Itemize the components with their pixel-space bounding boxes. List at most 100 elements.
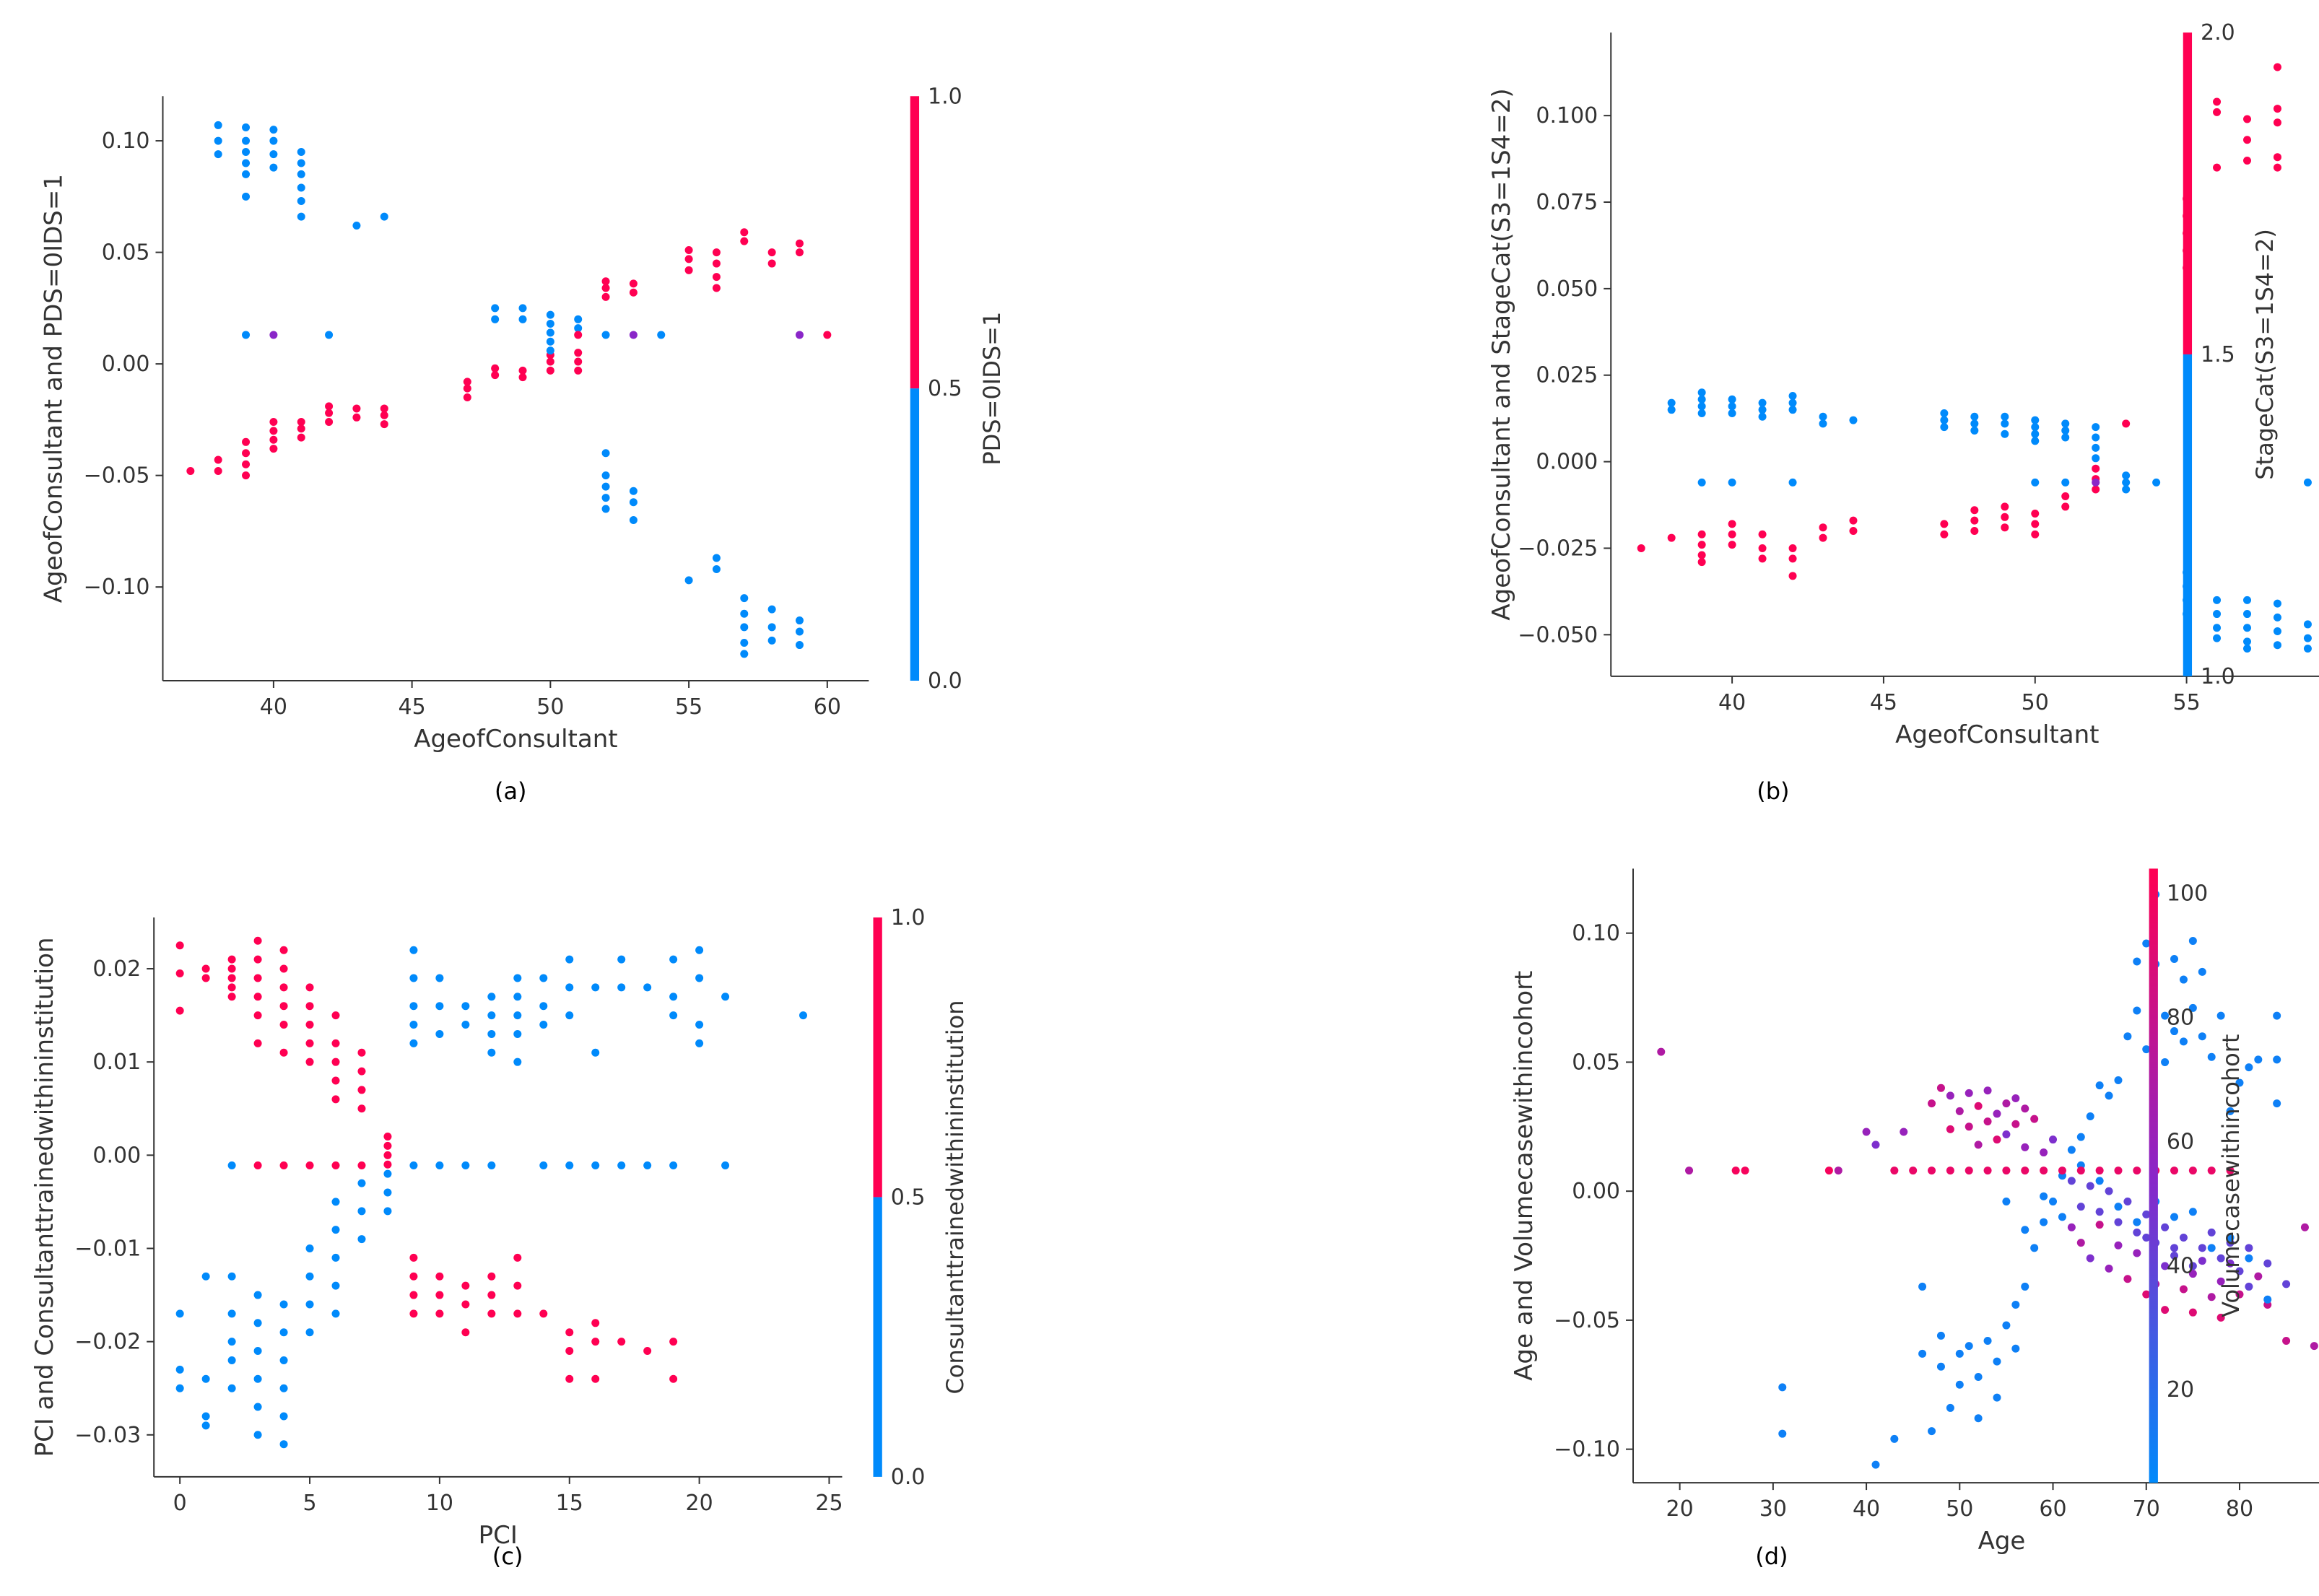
scatter-point bbox=[539, 1002, 548, 1011]
scatter-point bbox=[297, 417, 305, 426]
scatter-point bbox=[2273, 118, 2281, 127]
scatter-point bbox=[461, 1021, 470, 1029]
y-tick-label: 0.025 bbox=[1536, 363, 1598, 388]
scatter-point bbox=[305, 983, 314, 992]
scatter-point bbox=[357, 1104, 366, 1113]
scatter-point bbox=[2105, 1264, 2113, 1273]
scatter-point bbox=[461, 1328, 470, 1337]
x-tick-label: 40 bbox=[1718, 690, 1746, 715]
scatter-point bbox=[242, 148, 251, 157]
scatter-point bbox=[1728, 520, 1736, 528]
scatter-point bbox=[799, 1011, 807, 1020]
y-tick-label: 0.05 bbox=[102, 240, 150, 266]
scatter-point bbox=[2161, 1306, 2170, 1314]
scatter-point bbox=[269, 417, 278, 426]
scatter-point bbox=[1637, 544, 1645, 552]
scatter-point bbox=[2213, 97, 2222, 106]
scatter-point bbox=[601, 277, 610, 286]
x-axis-label: Age bbox=[1978, 1527, 2026, 1556]
scatter-point bbox=[695, 974, 704, 982]
scatter-point bbox=[591, 1374, 600, 1383]
scatter-point bbox=[546, 328, 554, 337]
scatter-point bbox=[242, 123, 251, 132]
scatter-point bbox=[269, 136, 278, 145]
scatter-point bbox=[767, 636, 776, 645]
scatter-point bbox=[1970, 419, 1979, 428]
x-tick-label: 60 bbox=[2039, 1496, 2066, 1522]
scatter-point bbox=[695, 1021, 704, 1029]
scatter-point bbox=[2142, 1045, 2151, 1054]
scatter-point bbox=[461, 1300, 470, 1309]
scatter-point bbox=[2207, 1293, 2216, 1301]
scatter-point bbox=[380, 411, 388, 419]
scatter-point bbox=[2067, 1223, 2076, 1231]
scatter-point bbox=[2142, 1210, 2151, 1218]
colorbar-label: StageCat(S3=1S4=2) bbox=[2251, 229, 2279, 480]
scatter-point bbox=[2086, 1254, 2094, 1263]
scatter-point bbox=[1946, 1167, 1954, 1175]
scatter-point bbox=[2263, 1259, 2272, 1268]
x-tick-label: 50 bbox=[536, 694, 564, 720]
scatter-point bbox=[721, 1161, 730, 1170]
scatter-point bbox=[2030, 1244, 2039, 1252]
scatter-point bbox=[1697, 541, 1706, 549]
scatter-point bbox=[325, 331, 334, 339]
scatter-point bbox=[795, 248, 804, 257]
colorbar-tick-label: 2.0 bbox=[2201, 20, 2235, 45]
scatter-point bbox=[513, 1011, 522, 1020]
scatter-point bbox=[2226, 1234, 2235, 1242]
scatter-point bbox=[253, 955, 262, 964]
colorbar-low bbox=[873, 1197, 882, 1477]
scatter-point bbox=[546, 337, 554, 346]
scatter-point bbox=[629, 331, 638, 339]
scatter-point bbox=[279, 1161, 288, 1170]
scatter-point bbox=[1946, 1125, 1954, 1133]
scatter-point bbox=[297, 183, 305, 192]
scatter-point bbox=[2243, 637, 2252, 646]
scatter-point bbox=[2031, 530, 2040, 538]
scatter-point bbox=[601, 494, 610, 502]
panel-caption: (d) bbox=[1755, 1543, 1788, 1570]
scatter-point bbox=[2273, 641, 2281, 650]
scatter-point bbox=[491, 364, 500, 372]
scatter-point bbox=[513, 974, 522, 982]
scatter-point bbox=[1758, 530, 1767, 538]
scatter-point bbox=[1940, 530, 1949, 538]
x-tick-label: 60 bbox=[814, 694, 841, 720]
scatter-point bbox=[383, 1169, 392, 1178]
scatter-point bbox=[201, 1421, 210, 1430]
scatter-point bbox=[2235, 1267, 2244, 1276]
scatter-point bbox=[2076, 1203, 2085, 1211]
scatter-point bbox=[2040, 1148, 2048, 1157]
scatter-point bbox=[409, 1039, 418, 1047]
scatter-point bbox=[1974, 1102, 1983, 1110]
colorbar-tick-label: 40 bbox=[2167, 1253, 2194, 1278]
scatter-point bbox=[669, 993, 678, 1001]
y-tick-label: 0.075 bbox=[1536, 190, 1598, 215]
scatter-point bbox=[2031, 478, 2040, 487]
scatter-point bbox=[1697, 558, 1706, 567]
scatter-point bbox=[1834, 1167, 1842, 1175]
scatter-point bbox=[2226, 1167, 2235, 1175]
scatter-point bbox=[1788, 544, 1797, 552]
scatter-point bbox=[487, 1161, 496, 1170]
scatter-point bbox=[2207, 1244, 2216, 1252]
scatter-point bbox=[1928, 1427, 1936, 1436]
scatter-point bbox=[1728, 402, 1736, 411]
scatter-point bbox=[201, 1374, 210, 1383]
x-tick-label: 70 bbox=[2133, 1496, 2160, 1522]
scatter-point bbox=[1819, 533, 1827, 542]
scatter-point bbox=[242, 449, 251, 458]
scatter-point bbox=[175, 969, 184, 977]
scatter-point bbox=[2031, 510, 2040, 518]
scatter-point bbox=[2002, 1197, 2011, 1205]
scatter-point bbox=[2011, 1094, 2020, 1102]
scatter-point bbox=[2061, 478, 2070, 487]
scatter-point bbox=[643, 1161, 652, 1170]
scatter-point bbox=[2067, 1146, 2076, 1154]
scatter-point bbox=[491, 315, 500, 323]
x-tick-label: 0 bbox=[173, 1491, 187, 1516]
scatter-point bbox=[253, 993, 262, 1001]
scatter-point bbox=[2001, 429, 2009, 438]
scatter-point bbox=[461, 1281, 470, 1290]
